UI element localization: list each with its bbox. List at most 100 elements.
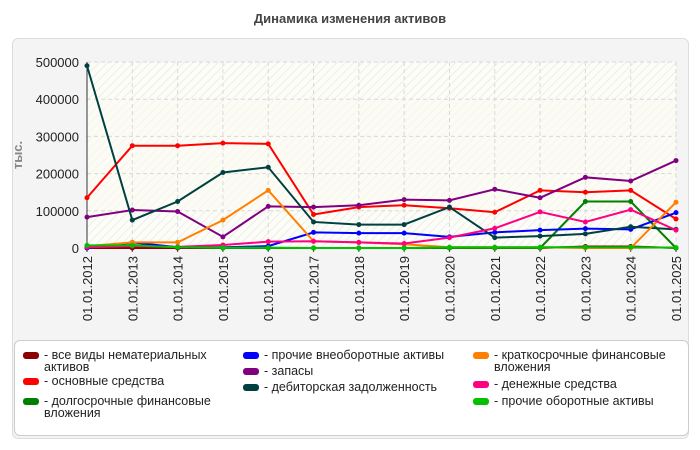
- data-point-1: [492, 209, 498, 215]
- y-tick-label: 100000: [36, 204, 79, 219]
- data-point-4: [265, 203, 271, 209]
- data-point-2: [582, 199, 588, 204]
- legend-swatch: [473, 398, 489, 405]
- data-point-7: [628, 207, 634, 213]
- data-point-4: [492, 186, 498, 192]
- data-point-1: [628, 187, 634, 193]
- legend-swatch: [243, 384, 259, 391]
- x-tick-label: 01.01.2017: [307, 256, 322, 321]
- legend-label: - прочие внеоборотные активы: [264, 348, 445, 362]
- data-point-8: [492, 244, 498, 250]
- data-point-5: [84, 63, 90, 69]
- data-point-5: [401, 222, 407, 228]
- x-tick-label: 01.01.2016: [261, 256, 276, 321]
- data-point-4: [446, 197, 452, 203]
- legend-label: - все виды нематериальных активов: [44, 348, 207, 374]
- legend-swatch: [23, 352, 39, 359]
- legend-item[interactable]: - прочие внеоборотные активы: [243, 349, 458, 361]
- legend-label: - долгосрочные финансовые вложения: [44, 394, 211, 420]
- data-point-4: [84, 214, 90, 220]
- chart-legend: - все виды нематериальных активов - основ…: [14, 340, 689, 436]
- data-point-8: [446, 244, 452, 250]
- series-line-5: [86, 65, 677, 239]
- legend-item[interactable]: - дебиторская задолженность: [243, 381, 458, 393]
- data-point-3: [673, 210, 679, 216]
- data-point-7: [311, 238, 317, 244]
- data-point-8: [673, 245, 679, 251]
- data-point-5: [582, 231, 588, 237]
- legend-item[interactable]: - все виды нематериальных активов: [23, 349, 238, 373]
- y-tick-label: 500000: [36, 55, 79, 70]
- legend-swatch: [473, 381, 489, 388]
- x-tick-label: 01.01.2022: [533, 256, 548, 321]
- data-point-1: [129, 143, 135, 149]
- legend-swatch: [23, 378, 39, 385]
- data-point-5: [220, 169, 226, 175]
- legend-label: - дебиторская задолженность: [264, 380, 438, 394]
- data-point-7: [582, 219, 588, 225]
- chart-title: Динамика изменения активов: [253, 11, 447, 26]
- x-tick-label: 01.01.2021: [488, 256, 503, 321]
- plot-band: [87, 99, 676, 211]
- data-point-1: [582, 189, 588, 195]
- data-point-4: [537, 195, 543, 201]
- y-tick-label: 400000: [36, 92, 79, 107]
- legend-label: - краткосрочные финансовые вложения: [494, 348, 666, 374]
- legend-item[interactable]: - денежные средства: [473, 378, 688, 390]
- data-point-6: [220, 217, 226, 223]
- x-tick-label: 01.01.2015: [216, 256, 231, 321]
- data-point-5: [492, 235, 498, 241]
- x-tick-label: 01.01.2020: [442, 256, 457, 321]
- data-point-5: [628, 224, 634, 230]
- data-point-3: [401, 230, 407, 236]
- data-point-7: [446, 235, 452, 241]
- data-point-8: [628, 244, 634, 250]
- x-tick-label: 01.01.2018: [352, 256, 367, 321]
- data-point-5: [129, 217, 135, 223]
- legend-item[interactable]: - прочие оборотные активы: [473, 395, 688, 407]
- data-point-1: [175, 143, 181, 149]
- data-point-8: [582, 244, 588, 250]
- data-point-8: [175, 244, 181, 250]
- x-tick-label: 01.01.2023: [578, 256, 593, 321]
- data-point-8: [84, 242, 90, 248]
- data-point-1: [311, 212, 317, 218]
- data-point-3: [537, 227, 543, 233]
- data-point-8: [129, 242, 135, 248]
- data-point-8: [356, 245, 362, 251]
- data-point-3: [356, 230, 362, 236]
- data-point-1: [84, 195, 90, 201]
- y-tick-label: 200000: [36, 167, 79, 182]
- legend-item[interactable]: - краткосрочные финансовые вложения: [473, 349, 688, 373]
- legend-item[interactable]: - основные средства: [23, 375, 238, 387]
- data-point-8: [537, 244, 543, 250]
- data-point-8: [265, 245, 271, 251]
- data-point-6: [673, 199, 679, 205]
- x-tick-label: 01.01.2013: [125, 256, 140, 321]
- series-line-4: [86, 159, 677, 239]
- data-point-4: [628, 178, 634, 184]
- data-point-1: [673, 216, 679, 222]
- legend-item[interactable]: - запасы: [243, 365, 458, 377]
- data-point-7: [401, 241, 407, 247]
- data-point-4: [673, 158, 679, 164]
- data-point-3: [582, 226, 588, 232]
- x-tick-label: 01.01.2025: [669, 256, 684, 321]
- y-tick-label: 300000: [36, 129, 79, 144]
- data-point-1: [265, 141, 271, 147]
- data-point-4: [356, 202, 362, 208]
- data-point-8: [401, 245, 407, 251]
- data-point-1: [220, 140, 226, 146]
- legend-swatch: [23, 398, 39, 405]
- legend-item[interactable]: - долгосрочные финансовые вложения: [23, 395, 238, 419]
- data-point-5: [537, 233, 543, 239]
- data-point-5: [356, 222, 362, 228]
- data-point-6: [175, 239, 181, 245]
- data-point-7: [356, 239, 362, 245]
- legend-swatch: [243, 368, 259, 375]
- data-point-7: [537, 209, 543, 215]
- series-line-8: [87, 244, 677, 249]
- data-point-5: [446, 204, 452, 210]
- legend-label: - запасы: [264, 364, 314, 378]
- legend-label: - денежные средства: [494, 377, 617, 391]
